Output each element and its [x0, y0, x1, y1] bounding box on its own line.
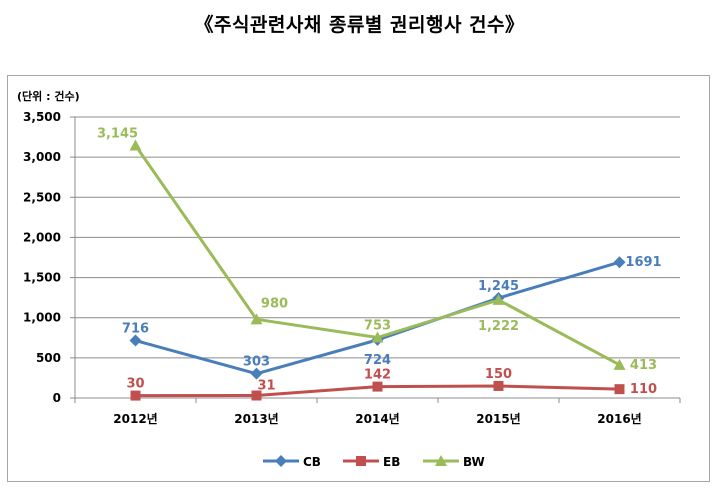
data-label-bw: 753 — [364, 319, 391, 334]
data-label-bw: 980 — [261, 296, 288, 311]
y-axis-tick-labels: 0 500 1,000 1,500 2,000 2,500 3,000 3,500 — [23, 110, 61, 405]
data-label-eb: 110 — [630, 382, 657, 397]
y-tick-label: 2,000 — [23, 230, 61, 244]
y-tick-label: 3,000 — [23, 150, 61, 164]
y-tick-label: 500 — [36, 351, 61, 365]
marker-eb — [130, 390, 141, 401]
x-tick-label: 2014년 — [355, 412, 399, 426]
data-label-bw: 3,145 — [97, 127, 138, 142]
marker-cb — [250, 367, 263, 380]
marker-eb — [493, 380, 504, 391]
data-label-cb: 716 — [122, 322, 149, 337]
x-tick-label: 2016년 — [597, 412, 641, 426]
marker-bw — [371, 331, 384, 343]
y-tick-label: 1,000 — [23, 311, 61, 325]
y-tick-label: 2,500 — [23, 190, 61, 204]
y-tick-label: 0 — [53, 391, 61, 405]
legend-label-bw: BW — [463, 455, 485, 469]
y-tick-label: 3,500 — [23, 110, 61, 124]
x-axis-tick-labels: 2012년 2013년 2014년 2015년 2016년 — [113, 412, 641, 426]
chart-frame — [7, 75, 710, 482]
marker-bw — [613, 358, 626, 370]
data-label-cb: 1691 — [625, 255, 661, 270]
marker-bw — [492, 293, 505, 305]
marker-bw — [129, 139, 142, 151]
data-label-cb: 1,245 — [478, 279, 519, 294]
data-label-bw: 1,222 — [478, 319, 519, 334]
marker-eb — [614, 384, 625, 395]
data-label-bw: 413 — [630, 358, 657, 373]
data-label-eb: 150 — [485, 367, 512, 382]
data-label-eb: 142 — [364, 368, 391, 383]
marker-cb — [613, 256, 626, 269]
axes — [70, 116, 681, 403]
legend-marker-bw — [435, 455, 447, 466]
marker-eb — [372, 381, 383, 392]
legend-marker-cb — [275, 455, 287, 467]
gridlines — [75, 116, 680, 359]
x-tick-label: 2013년 — [234, 412, 278, 426]
series-markers — [129, 139, 626, 401]
chart-title: 《주식관련사채 종류별 권리행사 건수》 — [194, 14, 525, 36]
data-label-cb: 303 — [243, 355, 270, 370]
data-label-cb: 724 — [364, 353, 391, 368]
legend: CB EB BW — [263, 455, 485, 469]
marker-eb — [251, 390, 262, 401]
data-label-eb: 30 — [126, 377, 144, 392]
data-labels: 716 303 724 1,245 1691 30 31 142 150 110 3,145 980 7… — [97, 127, 662, 398]
legend-marker-eb — [356, 456, 366, 466]
marker-cb — [129, 334, 142, 347]
unit-label: (단위 : 건수) — [17, 89, 80, 103]
data-label-eb: 31 — [257, 379, 275, 394]
x-tick-label: 2012년 — [113, 412, 157, 426]
legend-label-cb: CB — [303, 455, 321, 469]
x-tick-label: 2015년 — [476, 412, 520, 426]
legend-label-eb: EB — [383, 455, 400, 469]
y-tick-label: 1,500 — [23, 271, 61, 285]
marker-bw — [250, 313, 263, 325]
